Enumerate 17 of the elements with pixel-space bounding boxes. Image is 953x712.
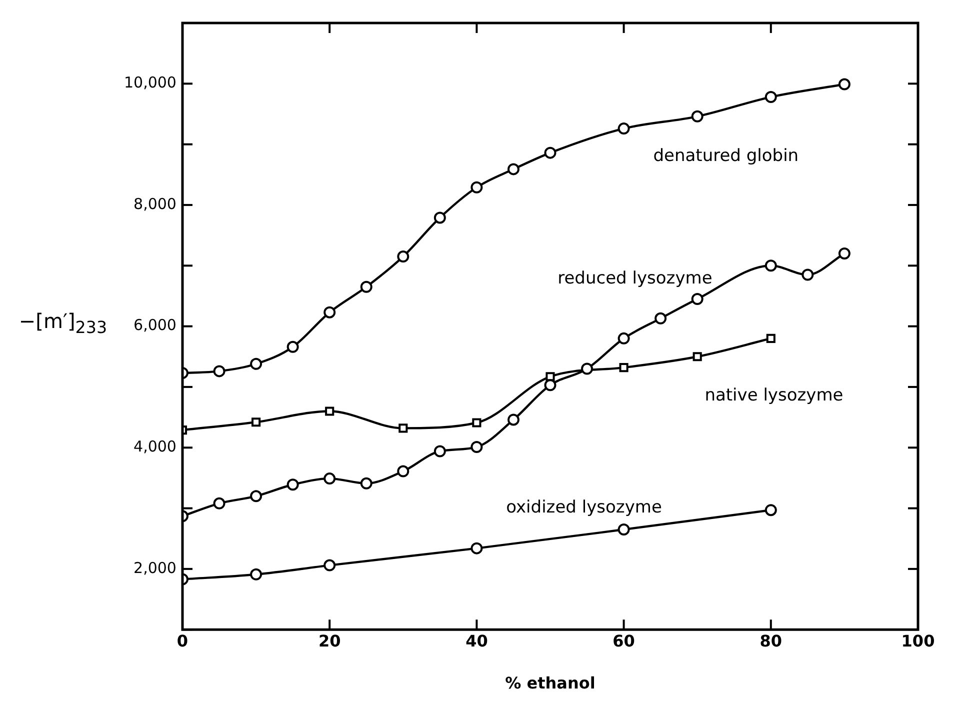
y-tick-label: 4,000 xyxy=(134,438,176,456)
series-label: native lysozyme xyxy=(704,385,844,406)
y-tick-label: 8,000 xyxy=(134,194,176,213)
series-label: denatured globin xyxy=(653,146,799,166)
x-tick-label: 20 xyxy=(318,631,341,650)
x-tick-label: 60 xyxy=(612,631,635,650)
x-tick-label: 80 xyxy=(760,631,782,650)
x-tick-label: 40 xyxy=(466,631,488,650)
x-tick-label: 0 xyxy=(176,631,188,650)
series-label: oxidized lysozyme xyxy=(506,498,662,518)
y-tick-label: 10,000 xyxy=(124,74,176,92)
series-label: reduced lysozyme xyxy=(558,268,712,288)
x-tick-label: 100 xyxy=(901,631,935,650)
y-axis-title: −[m′]$_{233}$ xyxy=(18,309,108,337)
x-axis-title: % ethanol xyxy=(505,674,596,693)
y-tick-label: 2,000 xyxy=(134,558,176,577)
y-tick-label: 6,000 xyxy=(134,316,176,334)
